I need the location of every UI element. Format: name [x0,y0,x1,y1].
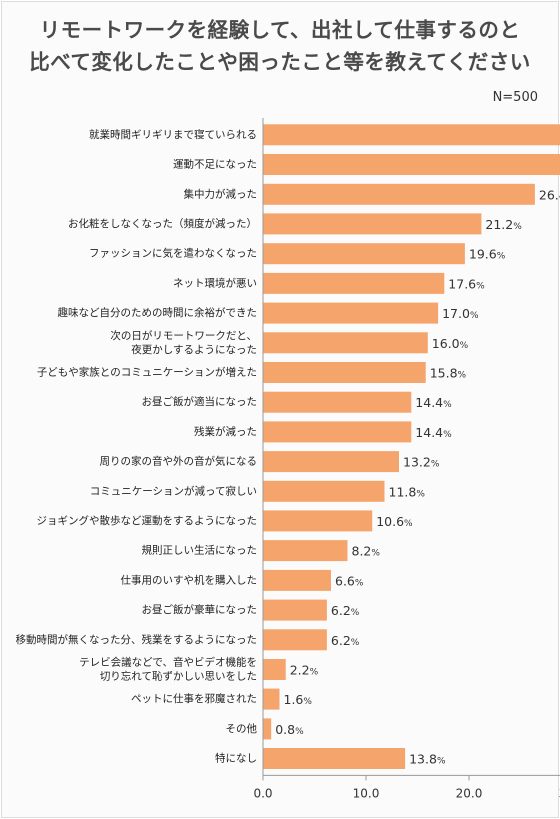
bar-12 [263,451,399,473]
value-label-5: 19.6% [469,247,506,262]
bar-19 [263,659,286,680]
bar-4 [263,213,482,235]
value-label-unit: % [416,489,425,499]
bar-15 [263,540,348,562]
bar-18 [263,629,327,651]
category-label-15: 規則正しい生活になった [142,544,258,557]
value-label-15: 8.2% [352,544,381,559]
value-label-21: 0.8% [275,722,304,737]
value-label-unit: % [295,727,304,737]
value-label-unit: % [355,578,364,588]
value-label-unit: % [351,608,360,618]
bar-16 [263,569,331,591]
category-label-14: ジョギングや散歩など運動をするようになった [37,514,258,527]
category-label-5: ファッションに気を遣わなくなった [89,247,257,260]
category-label-13: コミュニケーションが減って寂しい [90,484,257,497]
value-label-8: 16.0% [432,336,469,351]
value-label-10: 14.4% [415,395,452,410]
bar-17 [263,599,327,621]
bar-3 [263,183,535,205]
category-label-19: テレビ会議などで、音やビデオ機能を切り忘れて恥ずかしい思いをした [79,656,257,683]
category-label-line: 次の日がリモートワークだと、 [110,329,257,342]
category-label-1: 就業時間ギリギリまで寝ていられる [89,128,257,141]
value-label-unit: % [303,697,312,707]
chart-title: リモートワークを経験して、出社して仕事するのと 比べて変化したことや困ったこと等… [0,14,560,78]
value-label-7: 17.0% [442,306,479,321]
bar-9 [263,362,426,383]
value-label-unit: % [443,430,452,440]
category-label-8: 次の日がリモートワークだと、夜更かしするようになった [110,329,257,356]
bar-21 [263,718,272,740]
category-label-6: ネット環境が悪い [173,276,257,289]
chart-title-line-2: 比べて変化したことや困ったこと等を教えてください [29,50,531,74]
category-label-line: 夜更かしするようになった [131,343,257,356]
value-label-unit: % [470,311,479,321]
category-label-16: 仕事用のいすや机を購入した [121,573,258,586]
chart-title-line-1: リモートワークを経験して、出社して仕事するのと [39,18,521,42]
bar-7 [263,302,439,324]
category-label-12: 周りの家の音や外の音が気になる [100,455,258,468]
value-label-16: 6.6% [335,573,364,588]
x-tick-label-4: 30.0 [559,786,560,800]
category-label-2: 運動不足になった [173,158,257,171]
category-label-20: ペットに仕事を邪魔された [131,692,257,705]
value-label-unit: % [310,668,319,678]
category-label-3: 集中力が減った [184,187,258,200]
value-label-20: 1.6% [284,692,313,707]
category-label-4: お化粧をしなくなった（頻度が減った） [68,217,257,230]
x-tick-label-3: 20.0 [456,786,483,800]
value-label-unit: % [437,757,446,767]
bar-8 [263,332,428,354]
category-label-11: 残業が減った [194,425,257,438]
bar-22 [263,748,406,769]
bar-13 [263,480,385,502]
value-label-unit: % [431,460,440,470]
value-label-17: 6.2% [331,603,360,618]
category-label-18: 移動時間が無くなった分、残業をするようになった [16,633,258,646]
value-label-4: 21.2% [485,217,522,232]
value-label-unit: % [351,638,360,648]
x-tick-label-2: 10.0 [353,786,380,800]
bar-14 [263,510,373,532]
bar-10 [263,391,412,413]
category-label-line: 切り忘れて恥ずかしい思いをした [100,670,257,683]
value-label-3: 26.4% [539,187,560,202]
value-label-19: 2.2% [290,663,319,678]
value-label-unit: % [371,549,380,559]
value-label-unit: % [460,341,469,351]
category-label-line: テレビ会議などで、音やビデオ機能を [79,656,257,669]
value-label-9: 15.8% [430,366,467,381]
bar-6 [263,272,445,294]
category-label-17: お昼ご飯が豪華になった [142,603,258,616]
category-label-7: 趣味など自分のための時間に余裕ができた [58,306,258,319]
bar-1 [263,124,560,146]
bar-11 [263,421,412,443]
value-label-18: 6.2% [331,633,360,648]
value-label-11: 14.4% [415,425,452,440]
value-label-6: 17.6% [448,276,485,291]
value-label-unit: % [476,281,485,291]
category-label-9: 子どもや家族とのコミュニケーションが増えた [37,366,257,379]
value-label-unit: % [513,222,522,232]
value-label-unit: % [458,371,467,381]
sample-size-label: N=500 [492,90,538,105]
value-label-13: 11.8% [389,484,426,499]
bar-2 [263,154,560,175]
bar-20 [263,688,280,710]
bar-5 [263,243,465,265]
category-label-22: 特になし [215,753,257,765]
category-label-10: お昼ご飯が適当になった [142,395,258,408]
value-label-14: 10.6% [376,514,413,529]
value-label-12: 13.2% [403,455,440,470]
value-label-22: 13.8% [409,752,446,767]
value-label-unit: % [497,252,506,262]
x-tick-label-1: 0.0 [253,786,272,800]
value-label-unit: % [404,519,413,529]
category-label-21: その他 [226,722,258,735]
value-label-unit: % [443,400,452,410]
